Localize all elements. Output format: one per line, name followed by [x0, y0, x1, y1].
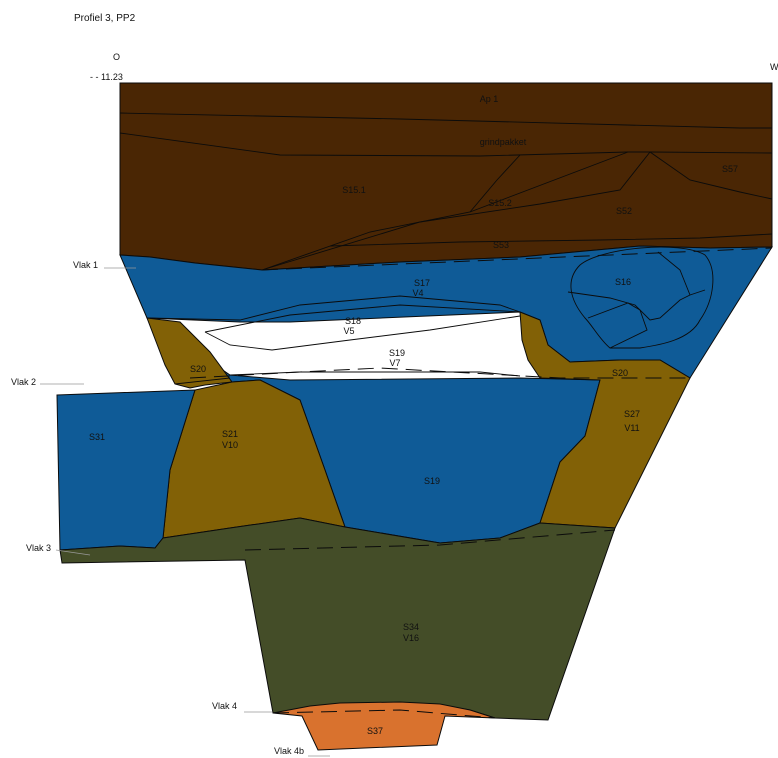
label-v16: V16 — [403, 633, 419, 643]
level-label-vlak1: Vlak 1 — [73, 260, 98, 270]
topsoil-boundaries — [119, 112, 773, 271]
label-s34: S34 — [403, 622, 419, 632]
label-s18: S18 — [345, 316, 361, 326]
feature-labels: Ap 1 grindpakket S15.1 S15.2 S57 S52 S53… — [89, 94, 738, 736]
orientation-right-label: W — [770, 62, 778, 72]
label-grindpakket: grindpakket — [480, 137, 527, 147]
label-s19-upper: S19 — [389, 348, 405, 358]
feature-s34-fill — [59, 517, 616, 721]
feature-s37-fill — [272, 701, 496, 751]
feature-boundaries — [146, 246, 714, 385]
feature-s20-left-fill — [146, 317, 233, 389]
label-s20-left: S20 — [190, 364, 206, 374]
label-s27: S27 — [624, 409, 640, 419]
level-label-vlak4: Vlak 4 — [212, 701, 237, 711]
level-leader-lines — [40, 267, 330, 757]
profile-title: Profiel 3, PP2 — [74, 13, 136, 24]
elevation-label: - - 11.23 — [90, 72, 123, 82]
label-s19-lower: S19 — [424, 476, 440, 486]
level-label-vlak4b: Vlak 4b — [274, 746, 304, 756]
label-s17: S17 — [414, 278, 430, 288]
label-s31: S31 — [89, 432, 105, 442]
label-s20-right: S20 — [612, 368, 628, 378]
orientation-left-label: O — [113, 52, 120, 62]
label-v4: V4 — [412, 288, 423, 298]
label-s15-1: S15.1 — [342, 185, 366, 195]
label-s53: S53 — [493, 240, 509, 250]
label-v5: V5 — [343, 326, 354, 336]
label-v11: V11 — [624, 423, 639, 433]
level-dashed-lines — [189, 247, 773, 719]
label-ap1: Ap 1 — [480, 94, 499, 104]
topsoil-layer — [119, 82, 773, 271]
label-v7: V7 — [389, 358, 400, 368]
label-s37: S37 — [367, 726, 383, 736]
level-label-vlak2: Vlak 2 — [11, 377, 36, 387]
label-s16: S16 — [615, 277, 631, 287]
label-s57: S57 — [722, 164, 738, 174]
label-s52: S52 — [616, 206, 632, 216]
level-label-vlak3: Vlak 3 — [26, 543, 51, 553]
label-s21: S21 — [222, 429, 238, 439]
label-s15-2: S15.2 — [488, 198, 512, 208]
label-v10: V10 — [222, 440, 238, 450]
